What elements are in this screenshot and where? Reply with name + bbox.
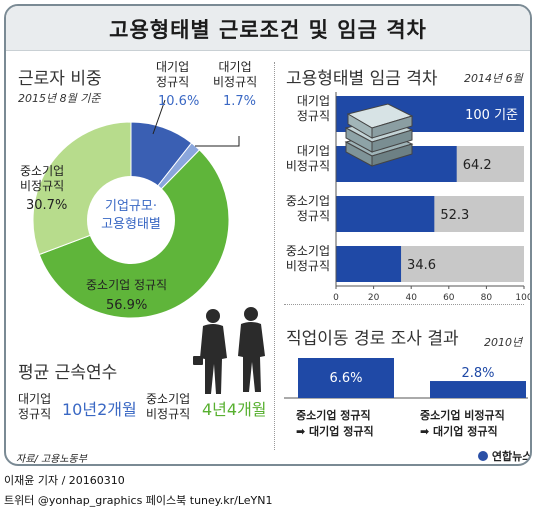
tenure-sme-label: 중소기업 비정규직 xyxy=(146,392,191,421)
value-sme-regular: 56.9% xyxy=(106,298,148,313)
wage-value-label: 64.2 xyxy=(463,158,492,173)
pie-center-label: 기업규모· 고용형태별 xyxy=(101,199,161,232)
wage-label-1: 대기업 비정규직 xyxy=(285,144,330,173)
wage-tick-label: 100 xyxy=(515,293,532,303)
wage-title: 고용형태별 임금 격차 xyxy=(286,69,438,89)
value-sme-irregular: 30.7% xyxy=(26,198,68,213)
wage-tick-label: 80 xyxy=(481,293,493,303)
wage-tick-label: 40 xyxy=(405,293,417,303)
value-large-regular: 10.6% xyxy=(158,94,200,109)
mobility-path-0: 중소기업 정규직 ➡ 대기업 정규직 xyxy=(296,409,374,438)
wage-label-0: 대기업 정규직 xyxy=(296,94,330,123)
pie-center-hole xyxy=(87,176,175,264)
tenure-large-label: 대기업 정규직 xyxy=(18,392,52,421)
wage-label-2: 중소기업 정규직 xyxy=(285,194,330,223)
logo-mark-icon xyxy=(478,451,488,461)
label-large-irregular: 대기업 비정규직 xyxy=(213,60,258,89)
tenure-sme-value: 4년4개월 xyxy=(202,400,267,419)
wage-bar xyxy=(336,196,435,232)
composition-title: 근로자 비중 xyxy=(18,69,102,89)
wage-tick-label: 60 xyxy=(443,293,455,303)
section-divider xyxy=(284,304,524,305)
yonhap-logo: 연합뉴스 xyxy=(478,448,530,464)
mobility-bar xyxy=(430,381,526,398)
page-title: 고용형태별 근로조건 및 임금 격차 xyxy=(109,18,427,42)
label-sme-irregular: 중소기업 비정규직 xyxy=(20,164,65,193)
businessmen-silhouette xyxy=(193,307,265,394)
mobility-value-label: 2.8% xyxy=(461,366,494,381)
tenure-large-value: 10년2개월 xyxy=(62,400,137,419)
wage-value-label: 100 기준 xyxy=(465,108,518,123)
mobility-path-1: 중소기업 비정규직 ➡ 대기업 정규직 xyxy=(420,409,505,438)
wage-bar xyxy=(336,246,402,282)
value-large-irregular: 1.7% xyxy=(223,94,257,109)
wage-label-3: 중소기업 비정규직 xyxy=(285,244,330,273)
money-stack-icon xyxy=(344,103,414,167)
source-note: 자료/ 고용노동부 xyxy=(16,454,87,465)
credit-line: 이재윤 기자 / 20160310 xyxy=(4,474,125,487)
title-bar: 고용형태별 근로조건 및 임금 격차 xyxy=(6,6,530,51)
wage-date: 2014년 6월 xyxy=(464,72,523,85)
label-sme-regular: 중소기업 정규직 xyxy=(86,278,168,292)
mobility-value-label: 6.6% xyxy=(329,371,362,386)
infographic-frame: 고용형태별 근로조건 및 임금 격차 근로자 비중 2015년 8월 기준 대기… xyxy=(4,4,532,466)
tenure-title: 평균 근속연수 xyxy=(18,363,118,383)
wage-tick-label: 0 xyxy=(333,293,339,303)
mobility-bar-chart: 6.6% 2.8% xyxy=(284,358,528,399)
pie-chart xyxy=(32,99,240,319)
leader-line-large-irregular xyxy=(195,136,240,147)
wage-value-label: 34.6 xyxy=(407,258,436,273)
mobility-title: 직업이동 경로 조사 결과 xyxy=(286,329,459,349)
column-divider xyxy=(274,62,276,450)
wage-tick-label: 20 xyxy=(368,293,380,303)
label-large-regular: 대기업 정규직 xyxy=(156,60,190,89)
composition-date: 2015년 8월 기준 xyxy=(18,92,101,105)
mobility-bar xyxy=(298,358,394,398)
wage-value-label: 52.3 xyxy=(440,208,469,223)
mobility-year: 2010년 xyxy=(484,336,523,349)
leader-line-large-regular xyxy=(152,99,166,135)
sns-line: 트위터 @yonhap_graphics 페이스북 tuney.kr/LeYN1 xyxy=(4,494,273,507)
